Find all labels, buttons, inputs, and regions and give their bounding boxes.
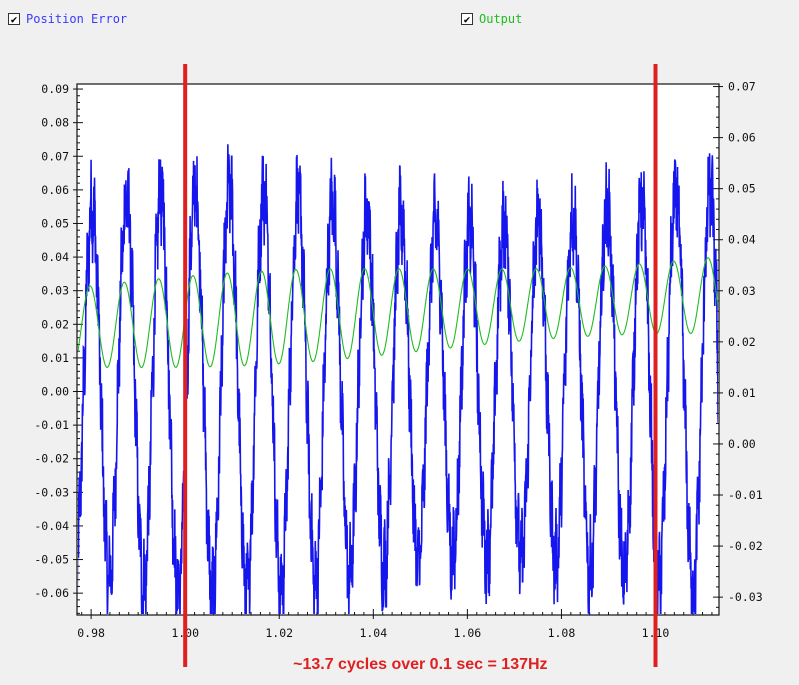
y-left-tick-label: 0.06 (41, 183, 69, 197)
y-left-tick-label: -0.06 (34, 586, 69, 600)
legend-position-error[interactable]: ✔ Position Error (8, 12, 127, 26)
y-right-tick-label: 0.06 (728, 131, 756, 145)
x-tick-label: 1.08 (548, 626, 576, 640)
y-left-tick-label: 0.01 (41, 351, 69, 365)
y-left-tick-label: 0.09 (41, 82, 69, 96)
x-tick-label: 1.02 (265, 626, 293, 640)
check-icon: ✔ (10, 12, 18, 26)
y-right-tick-label: 0.05 (728, 182, 756, 196)
y-right-tick-label: 0.02 (728, 335, 756, 349)
x-tick-label: 0.98 (77, 626, 105, 640)
y-left-tick-label: 0.00 (41, 385, 69, 399)
output-label: Output (479, 12, 523, 26)
y-left-tick-label: 0.02 (41, 317, 69, 331)
y-right-tick-label: 0.01 (728, 386, 756, 400)
position-error-label: Position Error (26, 12, 128, 26)
y-left-tick-label: 0.04 (41, 250, 69, 264)
check-icon: ✔ (463, 12, 471, 26)
y-right-tick-label: -0.01 (728, 488, 763, 502)
y-right-tick-label: 0.03 (728, 284, 756, 298)
y-left-tick-label: -0.04 (34, 519, 69, 533)
y-left-tick-label: 0.08 (41, 116, 69, 130)
y-right-tick-label: 0.04 (728, 233, 756, 247)
y-left-tick-label: -0.03 (34, 485, 69, 499)
y-left-tick-label: -0.02 (34, 452, 69, 466)
y-left-tick-label: 0.07 (41, 149, 69, 163)
y-left-tick-label: -0.05 (34, 553, 69, 567)
y-right-tick-label: 0.00 (728, 437, 756, 451)
y-left-tick-label: 0.03 (41, 284, 69, 298)
y-left-tick-label: 0.05 (41, 216, 69, 230)
output-checkbox[interactable]: ✔ (461, 13, 473, 25)
y-right-tick-label: 0.07 (728, 80, 756, 94)
position-error-checkbox[interactable]: ✔ (8, 13, 20, 25)
legend-output[interactable]: ✔ Output (461, 12, 522, 26)
frequency-annotation: ~13.7 cycles over 0.1 sec = 137Hz (293, 656, 547, 673)
x-tick-label: 1.04 (359, 626, 387, 640)
x-tick-label: 1.06 (454, 626, 482, 640)
y-right-tick-label: -0.03 (728, 590, 763, 604)
y-right-tick-label: -0.02 (728, 539, 763, 553)
y-left-tick-label: -0.01 (34, 418, 69, 432)
